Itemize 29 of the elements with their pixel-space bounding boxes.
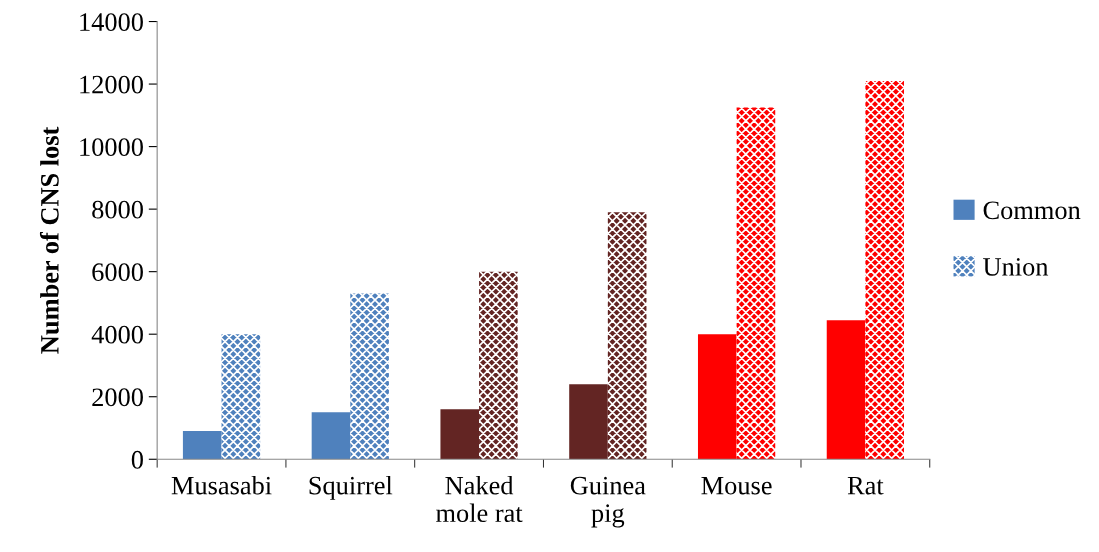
y-tick-label: 2000 (92, 388, 143, 407)
bar (440, 409, 480, 460)
bar (182, 431, 222, 460)
x-tick-label: Mouse (701, 476, 772, 495)
legend-label: Common (983, 201, 1081, 220)
bar (865, 80, 904, 460)
legend-label: Union (983, 258, 1049, 276)
x-tick-label: Musasabi (171, 475, 272, 495)
x-tick-label: Squirrel (309, 475, 393, 500)
bar (311, 412, 351, 460)
bar (736, 107, 776, 460)
bar (569, 384, 608, 460)
bar (221, 334, 261, 460)
x-tick-label: Guinea pig (570, 476, 646, 528)
y-tick-label: 10000 (80, 138, 143, 157)
y-tick-label: 0 (131, 450, 143, 469)
bar (826, 320, 866, 460)
bar (350, 293, 389, 460)
bar (697, 334, 737, 460)
y-axis-title: Number of CNS lost (39, 126, 59, 354)
x-tick-label: Naked mole rat (436, 475, 523, 523)
y-tick-label: 8000 (92, 200, 143, 219)
bar (479, 271, 518, 460)
y-tick-label: 4000 (91, 325, 143, 344)
x-tick-label: Rat (847, 476, 884, 495)
y-tick-label: 6000 (92, 263, 143, 282)
y-tick-label: 12000 (80, 75, 143, 94)
y-tick-label: 14000 (80, 13, 143, 31)
bar (607, 212, 647, 460)
